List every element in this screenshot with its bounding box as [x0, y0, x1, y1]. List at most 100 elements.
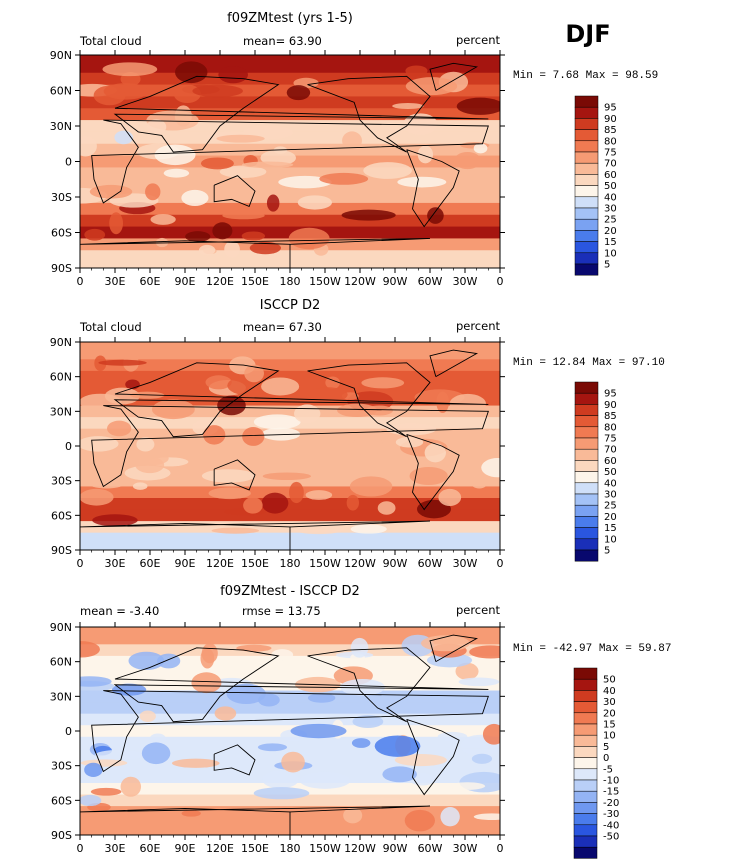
map-diff: 0 30E 60E 90E 120E 150E 180 150W 120W 90W 60W 30W 09… — [50, 621, 505, 855]
x-tick-label: 120E — [206, 557, 234, 570]
field-blob — [261, 492, 289, 514]
colorbar-label: 10 — [604, 248, 617, 259]
y-tick-label: 90S — [51, 262, 72, 275]
field-blob — [192, 84, 243, 98]
field-blob — [394, 753, 447, 767]
units-label: percent — [456, 319, 501, 333]
zonal-band — [80, 509, 500, 522]
mean-label: mean = -3.40 — [80, 604, 159, 618]
field-blob — [87, 476, 126, 489]
field-blob — [171, 758, 220, 768]
x-tick-label: 30E — [105, 275, 126, 288]
colorbar-label: 90 — [604, 400, 617, 411]
field-blob — [174, 105, 192, 127]
x-tick-label: 150E — [241, 842, 269, 855]
x-tick-label: 0 — [77, 275, 84, 288]
colorbar-swatch — [573, 712, 598, 725]
field-blob — [84, 228, 106, 241]
zonal-band — [80, 667, 500, 680]
field-blob — [132, 482, 148, 490]
min-max-label: Min = 7.68 Max = 98.59 — [513, 70, 658, 82]
colorbar-swatch — [573, 667, 598, 680]
field-blob — [102, 62, 158, 77]
x-tick-label: 60E — [140, 275, 161, 288]
field-blob — [281, 751, 305, 773]
y-tick-label: 90N — [50, 621, 72, 634]
colorbar-swatch — [574, 174, 599, 186]
field-blob — [222, 211, 265, 220]
zonal-band — [80, 702, 500, 715]
field-blob — [141, 742, 171, 765]
y-tick-label: 90S — [51, 544, 72, 557]
field-blob — [218, 66, 248, 84]
field-blob — [382, 766, 417, 783]
field-blob — [363, 162, 412, 179]
y-tick-label: 30N — [50, 405, 72, 418]
field-blob — [103, 83, 149, 100]
zonal-band — [80, 214, 500, 228]
colorbar-label: 30 — [603, 697, 616, 708]
field-blob — [351, 738, 371, 748]
field-blob — [243, 497, 263, 514]
colorbar-label: -20 — [603, 798, 619, 809]
field-blob — [203, 425, 226, 445]
field-blob — [458, 677, 500, 687]
variable-label: Total cloud — [79, 34, 142, 48]
colorbar-swatch — [573, 757, 598, 770]
x-tick-label: 90E — [175, 842, 196, 855]
field-blob — [242, 427, 265, 446]
field-blob — [308, 387, 348, 403]
field-blob — [80, 488, 114, 506]
colorbar-label: 50 — [604, 181, 617, 192]
zonal-band — [80, 226, 500, 239]
zonal-band — [80, 463, 500, 476]
coastline — [429, 634, 479, 663]
field-blob — [341, 209, 396, 221]
colorbar-swatch — [574, 437, 599, 450]
colorbar-swatch — [574, 252, 599, 265]
y-tick-label: 30S — [51, 760, 72, 773]
field-blob — [191, 672, 222, 694]
field-blob — [224, 240, 240, 258]
field-blob — [424, 443, 446, 463]
colorbar-label: 10 — [604, 534, 617, 545]
y-tick-label: 60S — [51, 227, 72, 240]
colorbar-label: -5 — [603, 764, 613, 775]
x-tick-label: 30W — [453, 557, 478, 570]
field-blob — [342, 131, 362, 150]
colorbar-swatch — [574, 162, 599, 175]
field-blob — [455, 662, 479, 680]
colorbar-label: 15 — [603, 720, 616, 731]
map-obs: 0 30E 60E 90E 120E 150E 180 150W 120W 90W 60W 30W 09… — [50, 336, 505, 570]
field-blob — [436, 391, 449, 414]
colorbar-label: 5 — [603, 742, 609, 753]
colorbar-label: 5 — [604, 260, 610, 271]
coastline — [307, 647, 431, 723]
coastline — [213, 744, 256, 776]
map-model: 0 30E 60E 90E 120E 150E 180 150W 120W 90W 60W 30W 09… — [50, 49, 505, 288]
colorbar-label: -15 — [603, 787, 619, 798]
field-blob — [350, 637, 369, 658]
field-blob — [403, 113, 438, 135]
field-blob — [149, 733, 167, 745]
field-blob — [201, 469, 255, 483]
x-tick-label: 150E — [241, 275, 269, 288]
coastline — [429, 62, 478, 91]
field-blob — [289, 481, 304, 504]
colorbar-swatch — [574, 381, 599, 394]
x-tick-label: 60W — [418, 557, 443, 570]
field-blob — [343, 807, 363, 824]
x-tick-label: 60E — [140, 557, 161, 570]
field-blob — [227, 375, 272, 396]
x-tick-label: 90W — [383, 275, 408, 288]
field-blob — [208, 487, 251, 500]
field-blob — [89, 184, 133, 199]
field-blob — [201, 643, 218, 664]
zonal-band — [80, 627, 500, 645]
x-tick-label: 60W — [418, 275, 443, 288]
coastline — [113, 362, 489, 438]
field-blob — [154, 144, 196, 166]
field-blob — [241, 231, 266, 241]
field-blob — [377, 501, 396, 515]
